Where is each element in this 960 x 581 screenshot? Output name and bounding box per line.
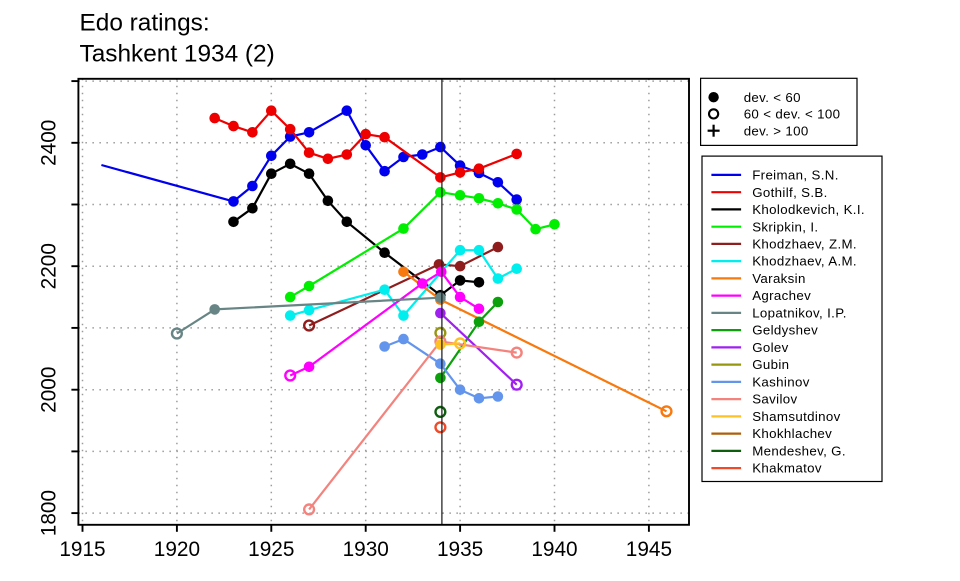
svg-text:60 < dev. < 100: 60 < dev. < 100 [744,107,841,122]
svg-text:dev. < 60: dev. < 60 [744,90,801,105]
svg-text:2000: 2000 [38,367,61,413]
svg-text:1940: 1940 [531,538,577,561]
svg-text:Edo ratings:: Edo ratings: [80,10,210,37]
svg-text:1800: 1800 [38,490,61,536]
svg-text:Tashkent 1934 (2): Tashkent 1934 (2) [80,41,275,68]
svg-text:Khodzhaev, Z.M.: Khodzhaev, Z.M. [752,237,857,252]
svg-text:Gothilf, S.B.: Gothilf, S.B. [752,185,828,200]
svg-text:Kashinov: Kashinov [752,375,810,390]
svg-text:Khodzhaev, A.M.: Khodzhaev, A.M. [752,254,857,269]
svg-text:1930: 1930 [343,538,389,561]
svg-text:Lopatnikov, I.P.: Lopatnikov, I.P. [752,306,847,321]
svg-text:Agrachev: Agrachev [752,288,811,303]
svg-text:Gubin: Gubin [752,357,789,372]
svg-text:Khakmatov: Khakmatov [752,461,822,476]
svg-text:Varaksin: Varaksin [752,271,806,286]
svg-text:Savilov: Savilov [752,392,797,407]
svg-text:1920: 1920 [154,538,200,561]
svg-text:Khokhlachev: Khokhlachev [752,426,832,441]
svg-text:1915: 1915 [59,538,105,561]
svg-text:dev. > 100: dev. > 100 [744,123,809,138]
svg-text:2200: 2200 [38,243,61,289]
svg-text:1935: 1935 [437,538,483,561]
svg-text:2400: 2400 [38,120,61,166]
svg-text:Skripkin, I.: Skripkin, I. [752,219,818,234]
svg-text:1925: 1925 [248,538,294,561]
svg-text:1945: 1945 [626,538,672,561]
svg-text:Freiman, S.N.: Freiman, S.N. [752,168,839,183]
svg-text:Geldyshev: Geldyshev [752,323,818,338]
svg-text:Shamsutdinov: Shamsutdinov [752,409,840,424]
svg-text:Kholodkevich, K.I.: Kholodkevich, K.I. [752,202,865,217]
svg-text:Mendeshev, G.: Mendeshev, G. [752,444,846,459]
svg-text:Golev: Golev [752,340,789,355]
